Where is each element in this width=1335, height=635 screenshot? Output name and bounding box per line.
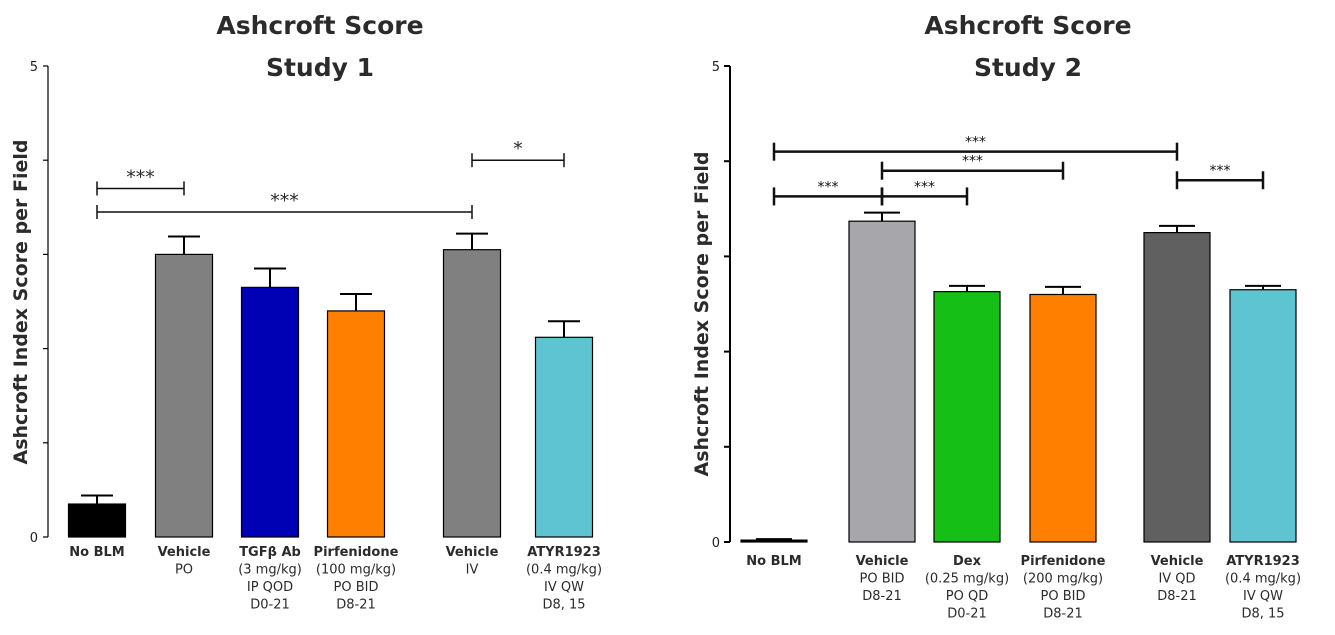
bar	[67, 503, 127, 538]
y-axis-label: Ashcroft Index Score per Field	[10, 140, 32, 465]
bar	[240, 286, 300, 538]
significance-label: ***	[962, 154, 983, 170]
chart-title: Ashcroft Score	[216, 11, 423, 40]
x-category-label: IV	[466, 563, 479, 578]
y-tick-label: 5	[712, 60, 720, 75]
significance-label: ***	[965, 135, 986, 151]
x-category-label: ATYR1923	[527, 545, 601, 560]
x-category-label: D8-21	[1157, 589, 1197, 604]
x-category-label: IV QW	[1243, 589, 1283, 604]
y-tick-label: 5	[30, 60, 38, 75]
x-category-label: (200 mg/kg)	[1023, 572, 1103, 587]
y-tick-label: 0	[712, 536, 720, 551]
significance-label: ***	[1210, 163, 1231, 179]
chart-panel-study-2: Ashcroft Score Study 2 Ashcroft Index Sc…	[691, 11, 1301, 622]
x-category-label: D8, 15	[542, 598, 585, 613]
chart-subtitle: Study 2	[974, 53, 1082, 82]
significance-label: ***	[818, 179, 839, 195]
significance-label: ***	[270, 190, 299, 212]
x-category-label: Pirfenidone	[1021, 554, 1106, 569]
bar	[326, 310, 386, 538]
x-category-label: Vehicle	[446, 545, 499, 560]
x-category-label: D0-21	[947, 607, 987, 622]
x-category-label: No BLM	[746, 554, 801, 569]
x-category-label: D8-21	[862, 589, 902, 604]
x-category-label: PO BID	[334, 580, 379, 595]
bar	[933, 291, 1001, 543]
x-category-label: TGFβ Ab	[239, 545, 301, 560]
x-category-label: No BLM	[69, 545, 124, 560]
x-category-label: D8, 15	[1241, 607, 1284, 622]
x-category-label: PO BID	[1041, 589, 1086, 604]
chart-panel-study-1: Ashcroft Score Study 1 Ashcroft Index Sc…	[10, 11, 602, 613]
bar	[1143, 232, 1211, 543]
bar	[1229, 289, 1297, 543]
y-tick-label: 0	[30, 531, 38, 546]
x-category-label: IV QW	[544, 580, 584, 595]
x-category-label: Pirfenidone	[314, 545, 399, 560]
x-category-label: Dex	[953, 554, 982, 569]
significance-label: *	[513, 138, 523, 160]
chart-subtitle: Study 1	[266, 53, 374, 82]
x-category-label: D8-21	[1043, 607, 1083, 622]
bar	[1029, 293, 1097, 543]
x-category-label: D8-21	[336, 598, 376, 613]
y-axis-label: Ashcroft Index Score per Field	[691, 152, 713, 477]
x-category-label: Vehicle	[1151, 554, 1204, 569]
x-category-label: ATYR1923	[1226, 554, 1300, 569]
x-category-label: PO QD	[946, 589, 988, 604]
x-category-label: (100 mg/kg)	[316, 563, 396, 578]
bar	[848, 220, 916, 543]
chart-title: Ashcroft Score	[924, 11, 1131, 40]
bar	[740, 539, 808, 543]
x-category-label: IP QOD	[247, 580, 293, 595]
x-category-label: PO	[175, 563, 193, 578]
x-category-label: D0-21	[250, 598, 290, 613]
x-category-label: PO BID	[860, 572, 905, 587]
x-category-label: (0.25 mg/kg)	[925, 572, 1009, 587]
x-category-label: IV QD	[1158, 572, 1195, 587]
x-category-label: Vehicle	[158, 545, 211, 560]
x-category-label: (3 mg/kg)	[238, 563, 302, 578]
significance-label: ***	[914, 179, 935, 195]
x-category-label: (0.4 mg/kg)	[1225, 572, 1301, 587]
x-category-label: Vehicle	[856, 554, 909, 569]
bar	[534, 336, 594, 538]
bar	[442, 249, 502, 538]
bar	[154, 253, 214, 538]
significance-label: ***	[126, 166, 155, 188]
x-category-label: (0.4 mg/kg)	[526, 563, 602, 578]
